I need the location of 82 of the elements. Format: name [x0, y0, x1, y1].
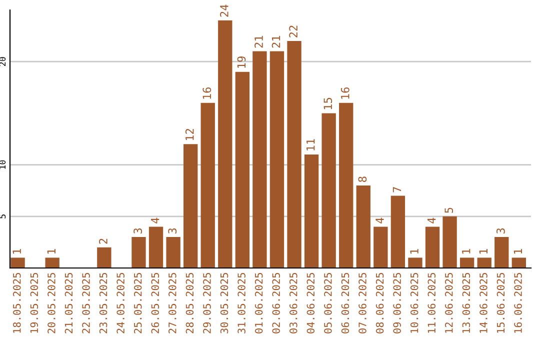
data-label: 11: [306, 139, 315, 150]
x-tick-label: 28.05.2025: [186, 272, 194, 334]
x-tick-label: 07.06.2025: [358, 272, 366, 334]
x-tick-label: 20.05.2025: [48, 272, 56, 334]
x-tick-label: 01.06.2025: [254, 272, 263, 334]
data-label: 24: [220, 4, 228, 17]
data-label: 15: [324, 98, 332, 110]
x-tick-label: 03.06.2025: [289, 272, 298, 334]
x-tick-label: 31.05.2025: [238, 272, 246, 334]
bar: [45, 258, 60, 268]
bar: [512, 258, 526, 268]
x-tick-label: 15.06.2025: [496, 272, 505, 333]
data-label: 7: [392, 187, 402, 192]
x-tick-label: 12.06.2025: [445, 272, 453, 333]
x-tick-label: 21.05.2025: [64, 272, 73, 334]
x-tick-label: 25.05.2025: [134, 272, 142, 334]
bar: [132, 237, 146, 268]
data-label: 1: [12, 248, 21, 254]
x-tick-label: 23.05.2025: [99, 272, 108, 334]
bar: [252, 51, 267, 268]
x-tick-label: 19.05.2025: [30, 272, 38, 333]
data-label: 4: [427, 218, 436, 224]
x-tick-label: 26.05.2025: [151, 272, 160, 334]
bar: [200, 102, 215, 268]
x-tick-label: 24.05.2025: [116, 272, 124, 334]
bar: [10, 258, 25, 268]
bar: [442, 216, 457, 268]
bar: [97, 247, 112, 268]
bar: [304, 154, 319, 268]
x-tick-label: 18.05.2025: [13, 272, 21, 333]
data-label: 3: [134, 228, 142, 234]
x-tick-label: 06.06.2025: [341, 272, 350, 334]
x-tick-label: 13.06.2025: [462, 272, 470, 333]
x-tick-label: 08.06.2025: [376, 272, 384, 334]
data-label: 16: [202, 87, 212, 99]
x-tick-label: 02.06.2025: [272, 272, 280, 334]
data-label: 21: [254, 36, 263, 48]
data-label: 8: [358, 176, 367, 182]
bar: [374, 226, 388, 268]
bar: [183, 144, 198, 268]
data-label: 1: [479, 248, 488, 254]
data-label: 16: [340, 87, 350, 99]
x-tick-label: 27.05.2025: [168, 272, 176, 334]
x-tick-label: 05.06.2025: [324, 272, 332, 334]
bar: [339, 102, 354, 268]
data-label: 22: [289, 26, 298, 38]
data-label: 19: [237, 56, 246, 68]
data-label: 4: [376, 218, 384, 224]
bar: [270, 51, 284, 268]
bar: [494, 237, 509, 268]
data-label: 3: [168, 228, 177, 234]
data-label: 1: [514, 248, 522, 254]
x-tick-label: 22.05.2025: [82, 272, 90, 334]
x-tick-label: 09.06.2025: [393, 272, 401, 334]
data-label: 1: [462, 248, 470, 254]
bar: [322, 113, 336, 268]
bar: [425, 226, 440, 268]
bar: [477, 258, 492, 268]
bar: [148, 226, 164, 268]
x-tick-label: 14.06.2025: [480, 272, 488, 333]
bar: [460, 258, 474, 268]
data-label: 1: [410, 248, 418, 254]
data-label: 12: [185, 128, 194, 140]
data-label: 1: [47, 248, 56, 254]
bar: [356, 185, 370, 268]
x-tick-label: 30.05.2025: [220, 272, 228, 334]
data-label: 3: [496, 228, 505, 234]
bar: [287, 40, 302, 268]
bar: [235, 72, 250, 268]
data-label: 21: [272, 36, 280, 48]
bar: [408, 258, 422, 268]
bar: [166, 237, 180, 268]
data-label: 2: [99, 238, 108, 244]
x-tick-label: 11.06.2025: [428, 272, 436, 333]
x-tick-label: 16.06.2025: [514, 272, 522, 333]
x-tick-label: 10.06.2025: [410, 272, 418, 333]
bar: [218, 20, 232, 268]
bar: [390, 196, 406, 268]
x-tick-label: 29.05.2025: [203, 272, 211, 334]
data-label: 4: [151, 218, 160, 224]
data-label: 5: [444, 208, 454, 213]
x-tick-label: 04.06.2025: [306, 272, 315, 334]
